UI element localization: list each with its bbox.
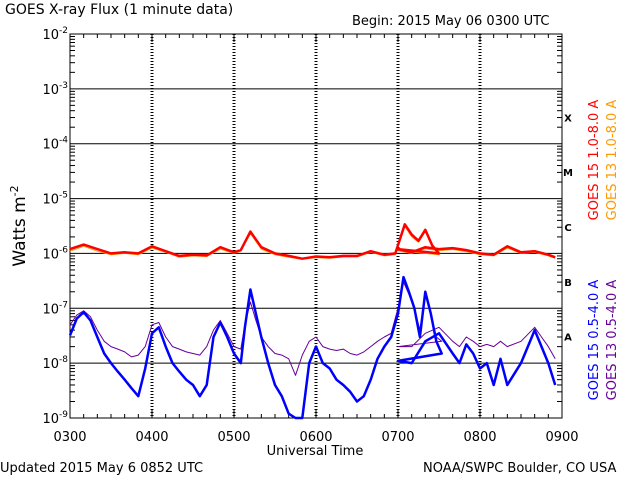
legend-entry: GOES 15 1.0-8.0 A bbox=[587, 100, 602, 221]
y-tick-label: 10-7 bbox=[42, 300, 68, 317]
y-tick-label: 10-3 bbox=[42, 81, 68, 98]
flare-class-label: B bbox=[564, 278, 572, 289]
x-tick-label: 0900 bbox=[545, 430, 578, 445]
chart-title: GOES X-ray Flux (1 minute data) bbox=[5, 2, 234, 18]
series-line-1 bbox=[69, 223, 556, 260]
legend-entry: GOES 13 1.0-8.0 A bbox=[605, 100, 620, 221]
y-tick-label: 10-5 bbox=[42, 191, 68, 208]
flare-class-label: M bbox=[563, 168, 573, 179]
legend-entry: GOES 13 0.5-4.0 A bbox=[605, 280, 620, 401]
credit: NOAA/SWPC Boulder, CO USA bbox=[423, 461, 617, 476]
y-tick-label: 10-9 bbox=[42, 410, 68, 427]
x-tick-label: 0600 bbox=[299, 430, 332, 445]
x-tick-label: 0700 bbox=[381, 430, 414, 445]
x-axis-label: Universal Time bbox=[267, 444, 364, 459]
flare-class-label: X bbox=[564, 113, 572, 124]
y-tick-label: 10-6 bbox=[42, 245, 68, 262]
y-tick-label: 10-2 bbox=[42, 26, 68, 43]
series-line-3 bbox=[68, 275, 557, 420]
x-tick-label: 0400 bbox=[135, 430, 168, 445]
y-tick-label: 10-8 bbox=[42, 355, 68, 372]
flare-class-label: A bbox=[564, 333, 572, 344]
x-tick-label: 0500 bbox=[217, 430, 250, 445]
flare-class-label: C bbox=[564, 223, 571, 234]
begin-time: Begin: 2015 May 06 0300 UTC bbox=[352, 14, 550, 29]
y-tick-label: 10-4 bbox=[42, 136, 68, 153]
legend-entry: GOES 15 0.5-4.0 A bbox=[587, 280, 602, 401]
series-line-4 bbox=[69, 281, 556, 376]
y-axis-label: Watts m-2 bbox=[8, 185, 30, 266]
x-tick-label: 0800 bbox=[463, 430, 496, 445]
updated-time: Updated 2015 May 6 0852 UTC bbox=[0, 461, 204, 476]
x-tick-label: 0300 bbox=[53, 430, 86, 445]
